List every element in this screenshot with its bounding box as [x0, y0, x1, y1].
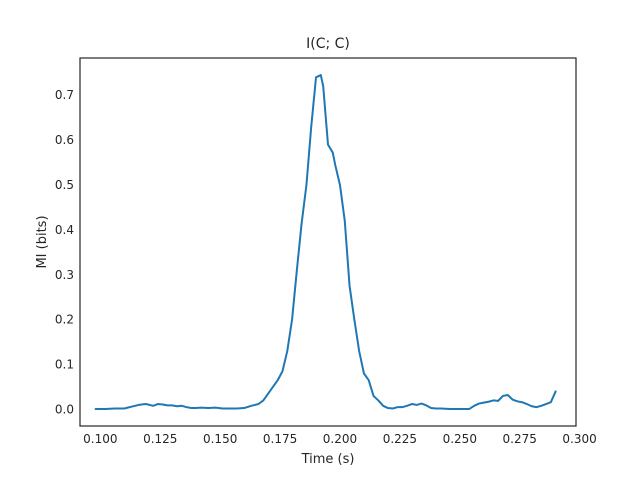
x-tick-label: 0.175 [263, 432, 297, 446]
plot-area [79, 57, 577, 427]
x-tick-label: 0.125 [143, 432, 177, 446]
y-tick-label: 0.6 [55, 133, 74, 147]
x-tick-label: 0.150 [203, 432, 237, 446]
y-tick-label: 0.3 [55, 268, 74, 282]
chart-title: I(C; C) [306, 36, 350, 52]
y-tick-label: 0.7 [55, 88, 74, 102]
series-line [94, 74, 557, 410]
x-axis-label: Time (s) [301, 452, 355, 467]
x-axis: 0.100 0.125 0.150 0.175 0.200 0.225 0.250 0.275… [83, 432, 597, 446]
y-tick-label: 0.1 [55, 358, 74, 372]
x-tick-label: 0.300 [562, 432, 596, 446]
y-tick-label: 0.4 [55, 223, 74, 237]
x-tick-label: 0.250 [443, 432, 477, 446]
x-tick-label: 0.275 [503, 432, 537, 446]
y-axis: 0.0 0.1 0.2 0.3 0.4 0.5 0.6 0.7 [55, 88, 74, 416]
y-tick-label: 0.2 [55, 313, 74, 327]
y-tick-label: 0.5 [55, 178, 74, 192]
plot-frame [79, 57, 577, 427]
x-tick-label: 0.200 [323, 432, 357, 446]
y-axis-label: MI (bits) [35, 215, 50, 268]
y-tick-label: 0.0 [55, 402, 74, 416]
x-tick-label: 0.100 [83, 432, 117, 446]
x-tick-label: 0.225 [383, 432, 417, 446]
